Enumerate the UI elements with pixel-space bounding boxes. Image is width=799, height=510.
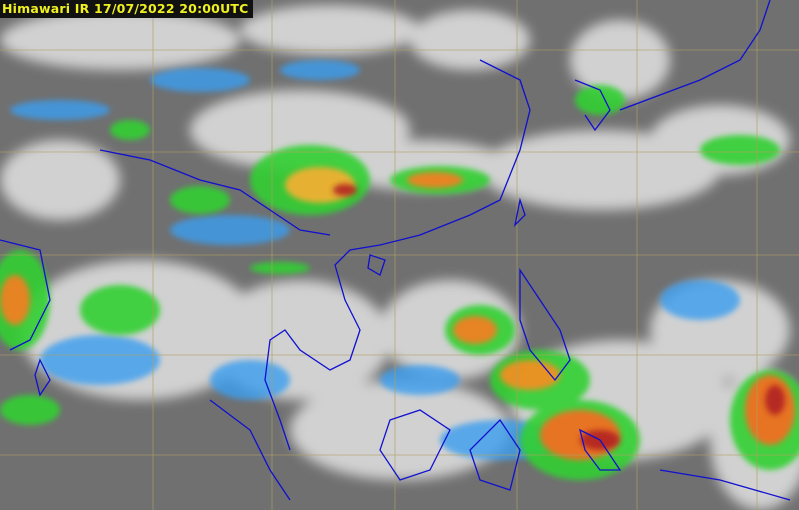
image-title: Himawari IR 17/07/2022 20:00UTC (0, 0, 253, 18)
cloud-cover-blue (10, 60, 740, 460)
coastlines (0, 0, 791, 501)
